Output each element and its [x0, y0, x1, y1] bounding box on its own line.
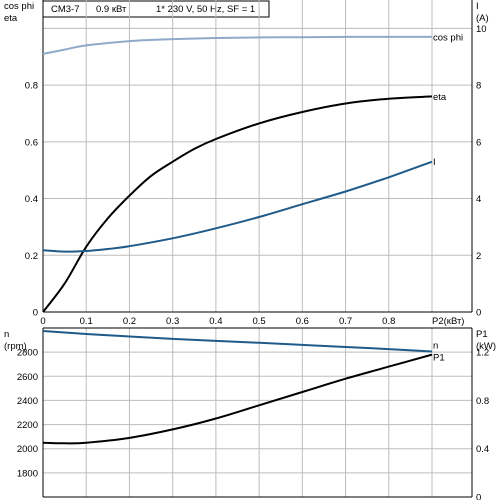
y-tick-label-right: 6 — [476, 137, 481, 148]
left-axis-label: (rpm) — [4, 341, 27, 352]
left-axis-label: cos phi — [4, 1, 34, 12]
series-line-p1 — [42, 353, 433, 445]
left-axis-label: eta — [4, 13, 18, 24]
series-label: I — [433, 157, 436, 168]
series-line-eta — [42, 95, 433, 313]
y-tick-label-left: 0.8 — [25, 81, 38, 92]
x-tick-label: 0.3 — [166, 316, 179, 327]
y-tick-label-left: 0.4 — [25, 194, 38, 205]
header-supply: 1* 230 V, 50 Hz, SF = 1 — [156, 4, 255, 15]
y-tick-label-right: 0.8 — [476, 396, 489, 407]
x-axis-label: P2(кВт) — [432, 316, 464, 327]
y-tick-label-left: 2600 — [17, 372, 38, 383]
series-label: n — [433, 341, 438, 352]
y-tick-label-right: 10 — [476, 24, 487, 35]
y-tick-label-right: 1.2 — [476, 348, 489, 359]
y-tick-label-left: 0.6 — [25, 137, 38, 148]
y-tick-label-left: 2400 — [17, 396, 38, 407]
series-label: P1 — [433, 353, 445, 364]
y-tick-label-left: 2800 — [17, 348, 38, 359]
series-line-n — [42, 330, 433, 353]
series-label: eta — [433, 92, 447, 103]
y-tick-label-left: 1800 — [17, 468, 38, 479]
x-tick-label: 0.8 — [382, 316, 395, 327]
right-axis-label: P1 — [476, 329, 488, 340]
right-axis-label: (A) — [476, 13, 489, 24]
y-tick-label-right: 4 — [476, 194, 481, 205]
series-line-cos-phi — [42, 35, 432, 55]
x-tick-label: 0.7 — [339, 316, 352, 327]
right-axis-label: I — [476, 1, 479, 12]
header-power: 0.9 кВт — [96, 4, 127, 15]
bottom-chart-panel: n(rpm)P1(kW)18002000220024002600280000.4… — [4, 327, 496, 500]
y-tick-label-right: 0.4 — [476, 444, 489, 455]
y-tick-label-right: 0 — [476, 308, 481, 319]
x-tick-label: 0.1 — [80, 316, 93, 327]
header-model: CM3-7 — [51, 4, 80, 15]
y-tick-label-left: 2000 — [17, 444, 38, 455]
series-label: cos phi — [433, 32, 463, 43]
x-tick-label: 0.6 — [296, 316, 309, 327]
y-tick-label-right: 8 — [476, 81, 481, 92]
y-tick-label-left: 0.2 — [25, 251, 38, 262]
right-axis-label: (kW) — [476, 341, 496, 352]
y-tick-label-left: 0 — [33, 308, 38, 319]
series-line-i — [42, 160, 433, 253]
y-tick-label-right: 0 — [476, 493, 481, 500]
x-tick-label: 0.4 — [209, 316, 222, 327]
x-tick-label: 0.5 — [253, 316, 266, 327]
x-tick-label: 0 — [40, 316, 45, 327]
x-tick-label: 0.2 — [123, 316, 136, 327]
left-axis-label: n — [4, 329, 9, 340]
y-tick-label-right: 2 — [476, 251, 481, 262]
y-tick-label-left: 2200 — [17, 420, 38, 431]
